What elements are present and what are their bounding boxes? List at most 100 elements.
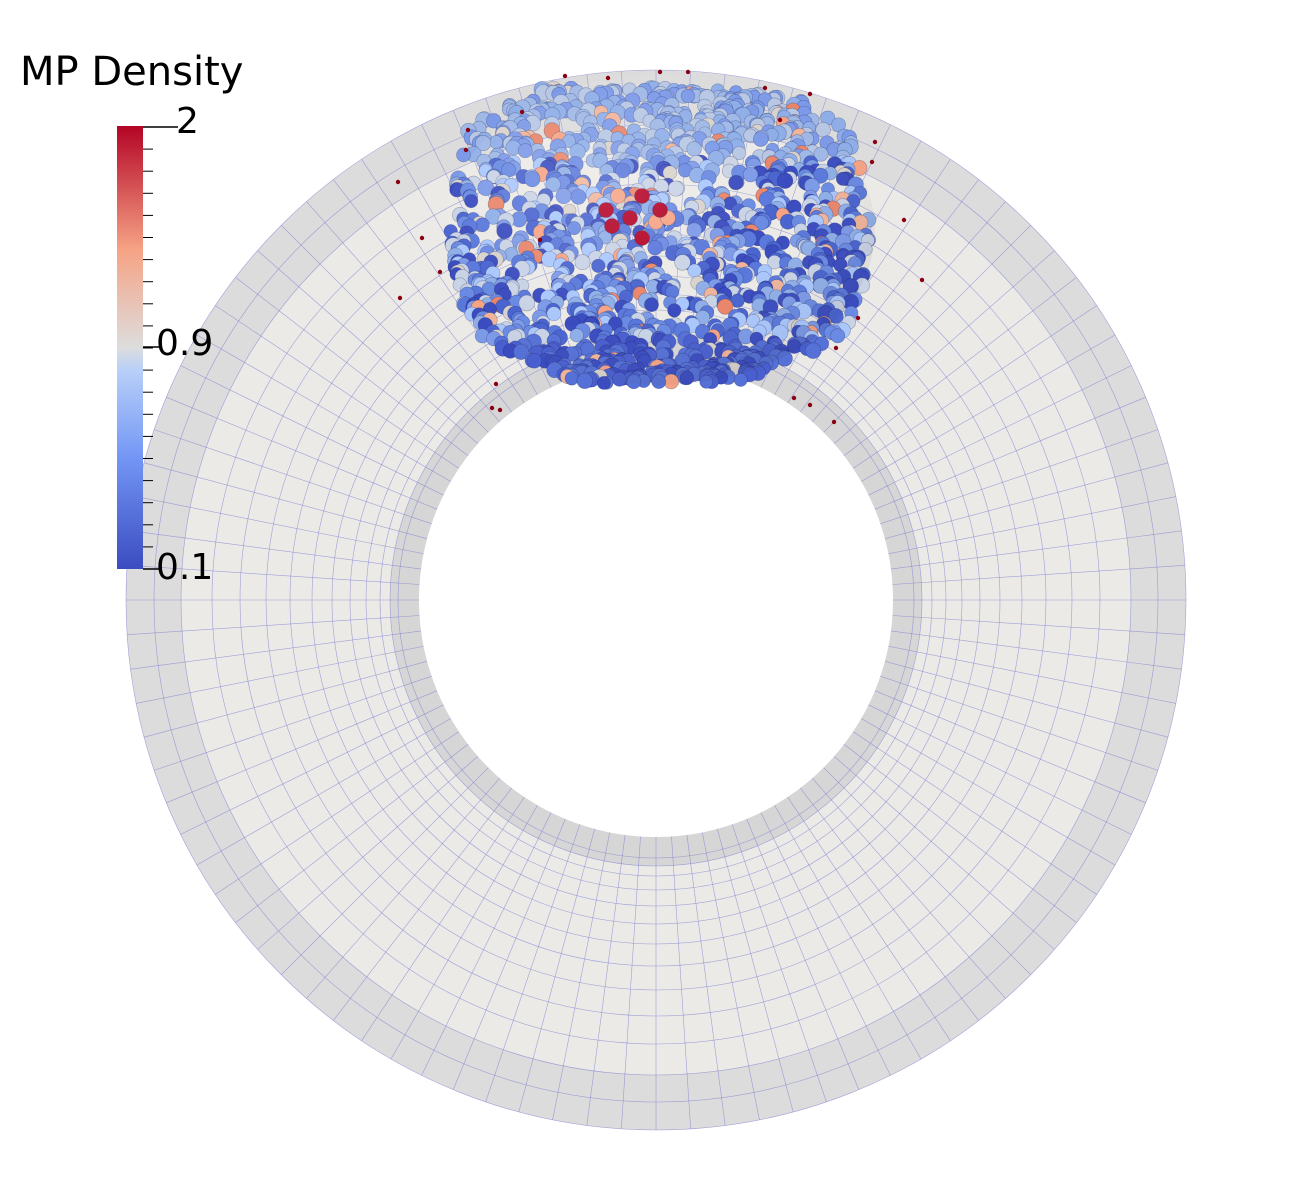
mesh-spoke-line xyxy=(892,565,1185,585)
mesh-spoke-line xyxy=(180,365,444,496)
mesh-spoke-line xyxy=(143,661,428,738)
mesh-spoke-line xyxy=(136,645,424,704)
stray-particle xyxy=(807,91,813,97)
mesh-spoke-line xyxy=(823,767,1031,975)
stray-particle xyxy=(807,402,813,408)
mesh-spoke-line xyxy=(686,834,726,1126)
mesh-spoke-line xyxy=(235,744,469,923)
mesh-spoke-line xyxy=(281,767,489,975)
mesh-spoke-line xyxy=(136,496,424,555)
stray-particle xyxy=(493,381,499,387)
mesh-spoke-line xyxy=(843,744,1077,923)
stray-particle xyxy=(791,395,797,401)
mesh-spoke-line xyxy=(800,179,979,413)
mesh-spoke-line xyxy=(880,429,1158,525)
mesh-spoke-line xyxy=(518,828,595,1113)
stray-particle xyxy=(833,345,839,351)
mesh-spoke-line xyxy=(143,462,428,539)
stray-particle xyxy=(855,315,861,321)
stray-particle xyxy=(519,109,525,115)
colorbar-title: MP Density xyxy=(20,49,244,95)
particle xyxy=(830,328,846,344)
mesh-spoke-line xyxy=(130,630,422,670)
mesh-spoke-line xyxy=(812,201,1006,423)
mesh-spoke-line xyxy=(852,731,1097,895)
stray-particle xyxy=(657,69,663,75)
mesh-spoke-line xyxy=(833,250,1055,444)
mesh-spoke-line xyxy=(884,462,1169,539)
mesh-spoke-line xyxy=(215,305,460,469)
mesh-spoke-line xyxy=(390,805,538,1060)
mesh-spoke-line xyxy=(621,836,641,1129)
mesh-spoke-line xyxy=(586,834,626,1126)
mesh-spoke-line xyxy=(890,630,1182,670)
stray-particle xyxy=(395,179,401,185)
stray-particle xyxy=(869,159,875,165)
mesh-spoke-line xyxy=(671,836,691,1129)
stray-particle xyxy=(901,217,907,223)
mesh-spoke-line xyxy=(787,796,951,1041)
colorbar xyxy=(117,126,178,570)
mesh-spoke-line xyxy=(166,690,438,804)
mesh-spoke-line xyxy=(890,530,1182,570)
colorbar-mid-label: 0.9 xyxy=(156,323,214,364)
mesh-spoke-line xyxy=(874,690,1146,804)
mesh-spoke-line xyxy=(874,396,1146,510)
mesh-spoke-line xyxy=(281,225,489,433)
mesh-spoke-line xyxy=(306,777,500,999)
stray-particle xyxy=(397,295,403,301)
mesh-spoke-line xyxy=(257,250,479,444)
mesh-spoke-line xyxy=(868,704,1132,835)
mesh-spoke-line xyxy=(884,661,1169,738)
mesh-spoke-line xyxy=(552,832,611,1120)
mesh-spoke-line xyxy=(196,718,451,866)
inner-hole xyxy=(419,363,893,837)
mesh-spoke-line xyxy=(880,675,1158,771)
mesh-spoke-line xyxy=(361,796,525,1041)
stray-particle xyxy=(537,237,543,243)
mesh-spoke-line xyxy=(731,824,827,1102)
mesh-spoke-line xyxy=(861,718,1116,866)
stray-particle xyxy=(437,269,443,275)
stray-particle xyxy=(465,127,471,133)
mesh-spoke-line xyxy=(361,159,525,404)
stray-particle xyxy=(562,73,568,79)
mesh-spoke-line xyxy=(130,530,422,570)
material-points xyxy=(395,69,925,425)
mesh-spoke-line xyxy=(717,828,794,1113)
stray-particle xyxy=(831,419,837,425)
mesh-spoke-line xyxy=(154,429,432,525)
mesh-spoke-line xyxy=(127,565,420,585)
mesh-spoke-line xyxy=(812,777,1006,999)
mesh-spoke-line xyxy=(787,159,951,404)
mesh-spoke-line xyxy=(196,334,451,482)
mesh-spoke-line xyxy=(888,496,1176,555)
mesh-spoke-line xyxy=(800,787,979,1021)
stray-particle xyxy=(419,235,425,241)
mesh-spoke-line xyxy=(333,179,512,413)
particle xyxy=(804,342,822,359)
mesh-spoke-line xyxy=(746,818,860,1090)
particle xyxy=(733,372,748,387)
mesh-spoke-line xyxy=(774,805,922,1060)
stray-particle xyxy=(463,147,469,153)
stray-particle xyxy=(777,117,783,123)
mesh-spoke-line xyxy=(180,704,444,835)
mesh-spoke-line xyxy=(154,675,432,771)
mesh-spoke-line xyxy=(852,305,1097,469)
colorbar-ticks xyxy=(143,126,153,570)
mesh-spoke-line xyxy=(333,787,512,1021)
mesh-spoke-line xyxy=(861,334,1116,482)
colorbar-min-label: 0.1 xyxy=(156,547,214,588)
stray-particle xyxy=(919,277,925,283)
stray-particle xyxy=(489,405,495,411)
mesh-spoke-line xyxy=(833,756,1055,950)
particle xyxy=(831,117,846,133)
mesh-spoke-line xyxy=(485,824,581,1102)
mesh-spoke-line xyxy=(760,812,891,1076)
mesh-spoke-line xyxy=(306,201,500,423)
mesh-spoke-line xyxy=(843,277,1077,456)
mesh-spoke-line xyxy=(823,225,1031,433)
stray-particle xyxy=(762,85,768,91)
